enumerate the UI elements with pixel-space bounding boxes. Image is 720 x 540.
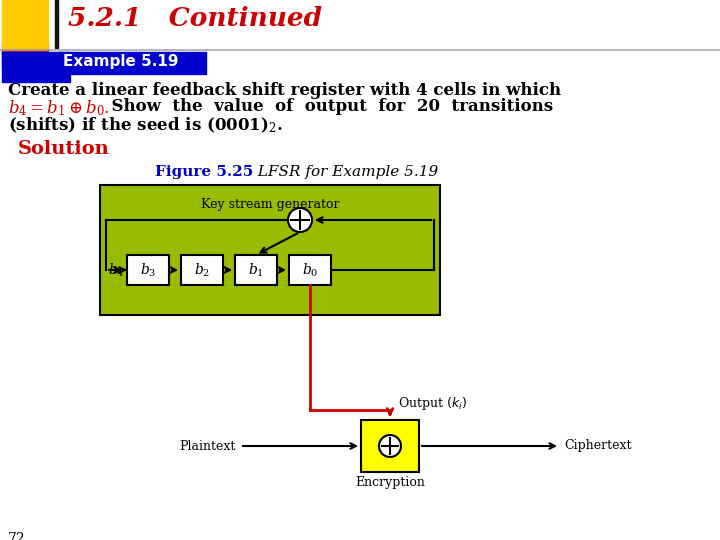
Text: $b_0$: $b_0$ [302, 261, 318, 279]
Bar [2, 52, 70, 82]
Text: $b_4 = b_1 \oplus b_0.$: $b_4 = b_1 \oplus b_0.$ [8, 98, 109, 118]
Text: Figure 5.25: Figure 5.25 [155, 165, 253, 179]
Text: LFSR for Example 5.19: LFSR for Example 5.19 [248, 165, 438, 179]
Text: Plaintext: Plaintext [179, 440, 236, 453]
Text: Solution: Solution [18, 140, 109, 158]
Bar [2, 0, 48, 48]
Text: Encryption: Encryption [355, 476, 425, 489]
Text: $b_4$: $b_4$ [108, 261, 125, 279]
Text: Key stream generator: Key stream generator [201, 198, 339, 211]
Text: $b_2$: $b_2$ [194, 261, 210, 279]
Circle shape [288, 208, 312, 232]
Bar [58, 52, 206, 74]
Text: Output $(k_i)$: Output $(k_i)$ [398, 395, 467, 412]
Text: (shifts) if the seed is (0001)$_2$.: (shifts) if the seed is (0001)$_2$. [8, 116, 283, 136]
Circle shape [379, 435, 401, 457]
Bar [289, 255, 331, 285]
Text: 5.2.1   Continued: 5.2.1 Continued [68, 6, 322, 31]
Text: $b_1$: $b_1$ [248, 261, 264, 279]
Text: Example 5.19: Example 5.19 [63, 54, 179, 69]
Text: $b_3$: $b_3$ [140, 261, 156, 279]
Text: Create a linear feedback shift register with 4 cells in which: Create a linear feedback shift register … [8, 82, 561, 99]
Bar [2, 42, 48, 68]
Bar [100, 185, 440, 315]
Bar [55, 0, 58, 48]
Text: Show  the  value  of  output  for  20  transitions: Show the value of output for 20 transiti… [100, 98, 553, 115]
Text: 72: 72 [8, 532, 26, 540]
Bar [361, 420, 419, 472]
Bar [235, 255, 277, 285]
Bar [181, 255, 223, 285]
Bar [127, 255, 169, 285]
Text: Ciphertext: Ciphertext [564, 440, 631, 453]
